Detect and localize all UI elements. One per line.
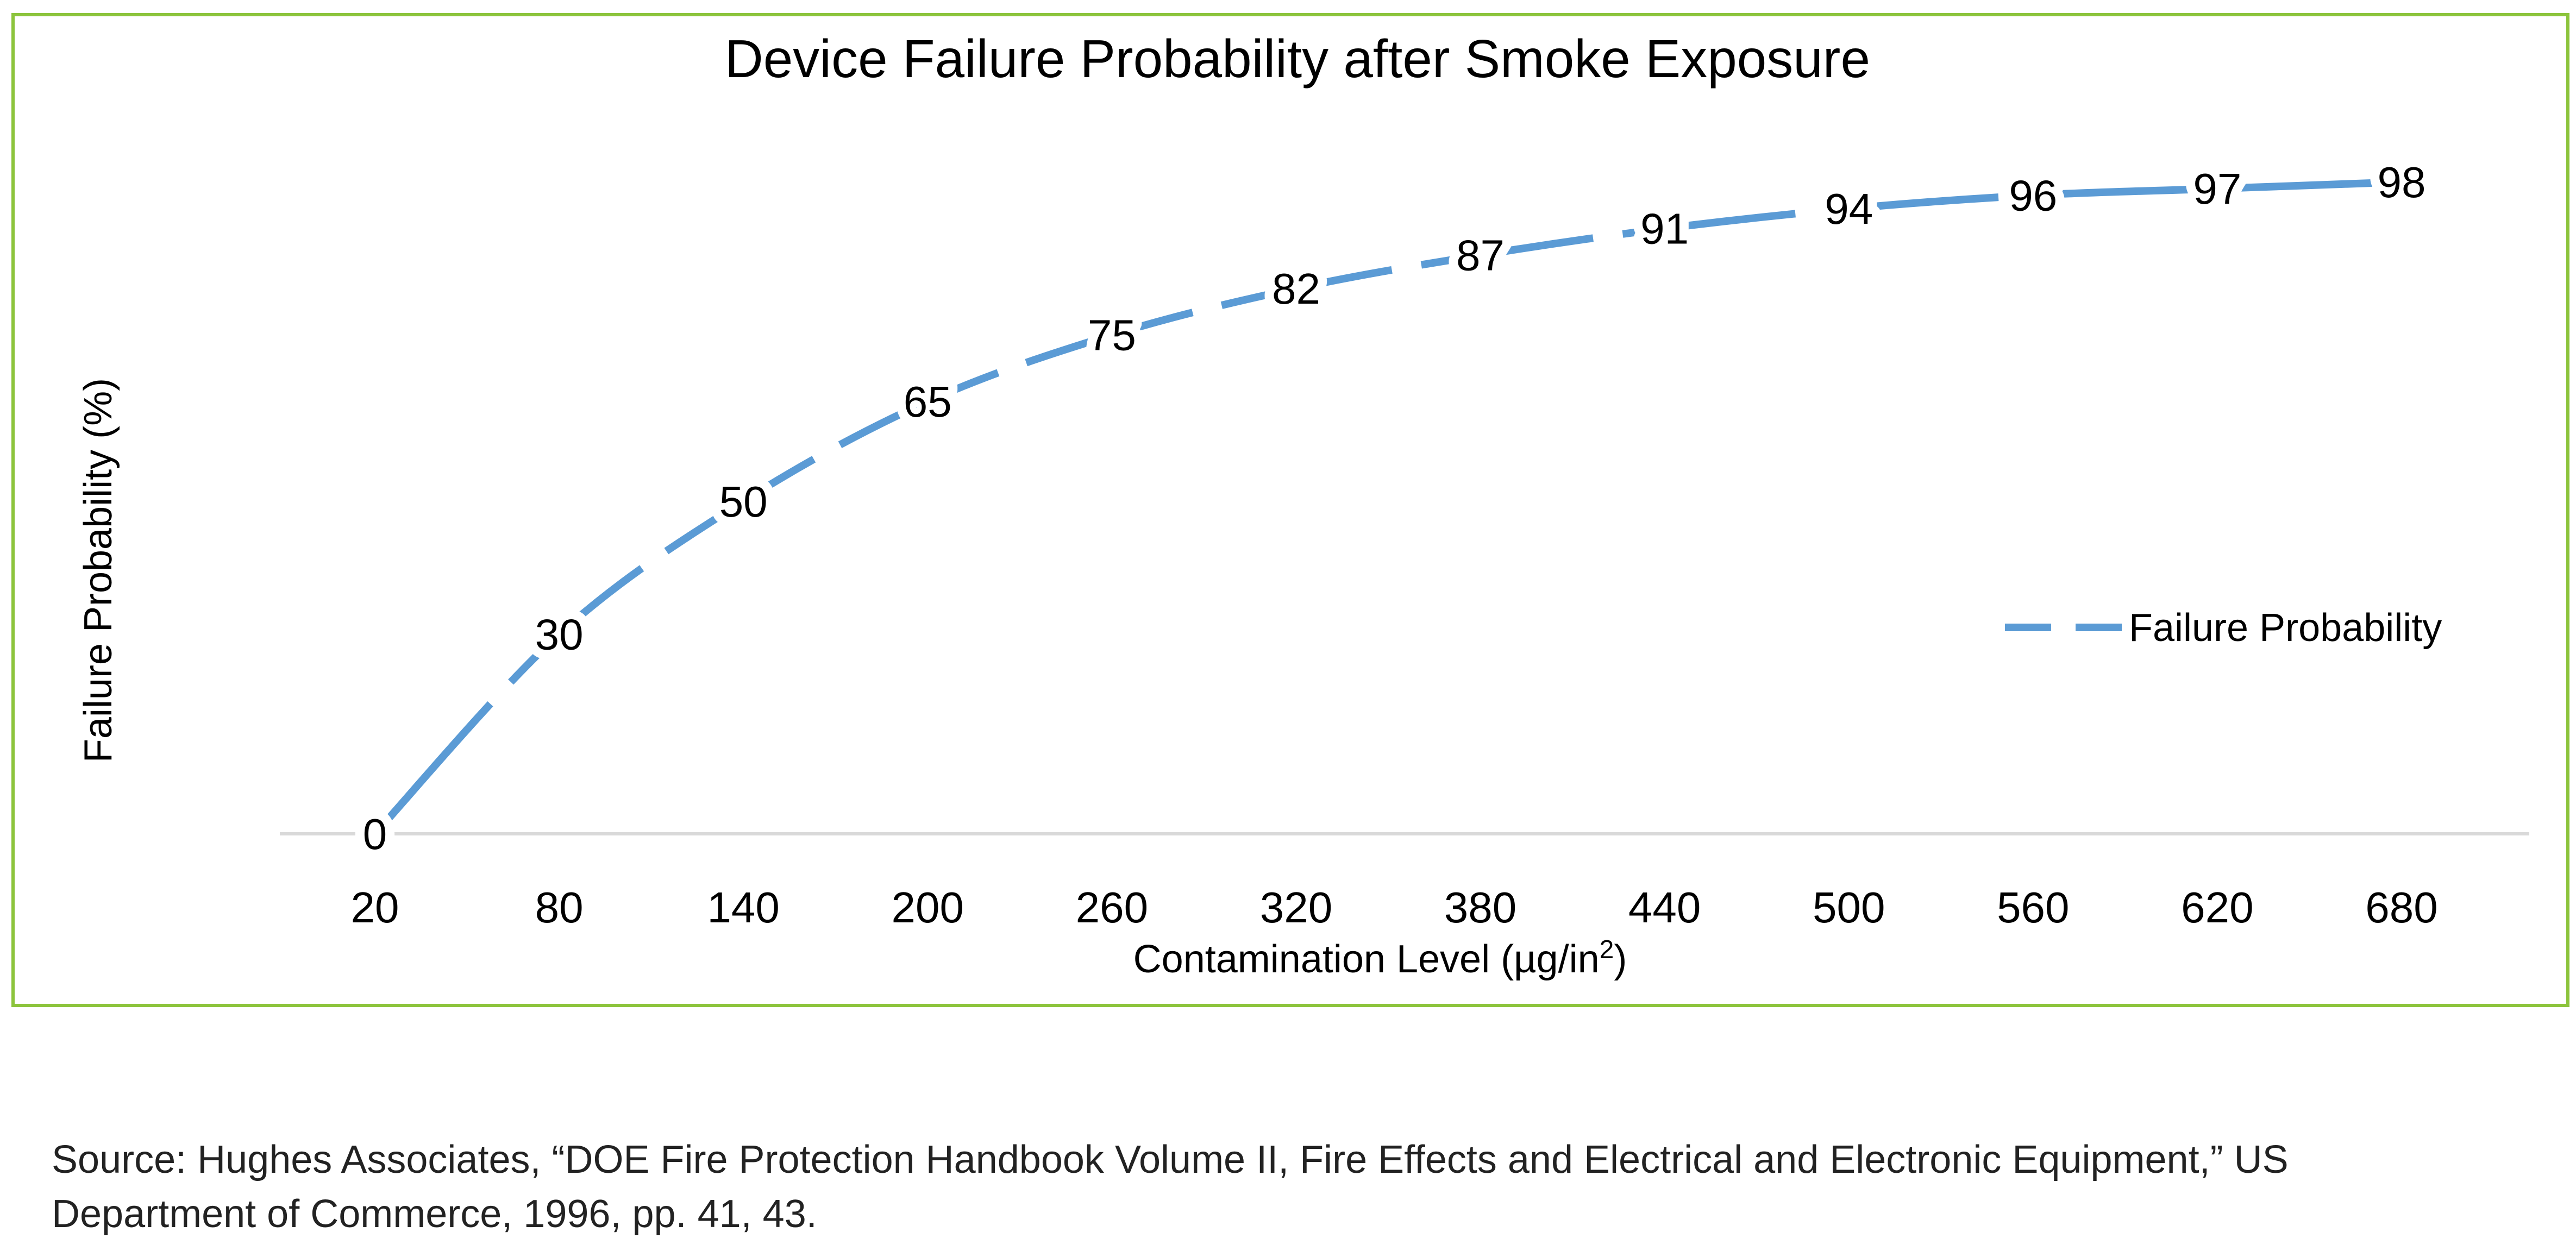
x-tick-label: 260 (1076, 883, 1148, 932)
source-note: Source: Hughes Associates, “DOE Fire Pro… (52, 1133, 2524, 1241)
x-tick-label: 20 (351, 883, 399, 932)
x-tick-label: 560 (1997, 883, 2069, 932)
x-tick-label: 200 (892, 883, 964, 932)
x-axis-label: Contamination Level (µg/in2) (1133, 935, 1627, 982)
source-note-line-1: Source: Hughes Associates, “DOE Fire Pro… (52, 1138, 2289, 1181)
x-tick-label: 440 (1628, 883, 1701, 932)
legend: Failure Probability (2005, 606, 2442, 650)
x-tick-label: 620 (2181, 883, 2253, 932)
x-tick-labels: 20 80 140 200 260 320 380 440 500 560 620 680 (351, 883, 2438, 932)
data-label: 0 (363, 810, 387, 858)
data-label: 91 (1640, 205, 1689, 253)
y-axis-label: Failure Probability (%) (77, 378, 120, 763)
data-label: 98 (2378, 158, 2426, 206)
x-tick-label: 500 (1813, 883, 1885, 932)
data-label: 82 (1272, 265, 1320, 313)
chart-frame (11, 13, 2569, 1007)
x-axis-label-superscript: 2 (1600, 935, 1614, 964)
x-axis-label-suffix: ) (1614, 938, 1627, 981)
legend-label: Failure Probability (2129, 606, 2442, 650)
data-label: 94 (1825, 185, 1873, 233)
data-label: 87 (1456, 231, 1505, 280)
x-tick-label: 80 (535, 883, 584, 932)
data-label: 65 (904, 378, 952, 426)
data-label: 50 (719, 477, 768, 526)
data-labels: 0 30 50 65 75 82 87 91 94 96 97 98 (354, 149, 2435, 867)
data-label: 97 (2193, 165, 2241, 213)
x-tick-label: 320 (1260, 883, 1332, 932)
series-line-failure-probability (372, 178, 2402, 837)
chart: Device Failure Probability after Smoke E… (77, 29, 2529, 982)
x-axis-label-main: Contamination Level (µg/in (1133, 938, 1600, 981)
data-label: 30 (535, 611, 584, 659)
x-tick-label: 680 (2365, 883, 2437, 932)
x-tick-label: 380 (1444, 883, 1516, 932)
x-tick-label: 140 (707, 883, 779, 932)
chart-title: Device Failure Probability after Smoke E… (725, 29, 1870, 89)
data-label: 96 (2009, 171, 2057, 219)
data-label: 75 (1088, 311, 1136, 360)
source-note-line-2: Department of Commerce, 1996, pp. 41, 43… (52, 1192, 817, 1236)
